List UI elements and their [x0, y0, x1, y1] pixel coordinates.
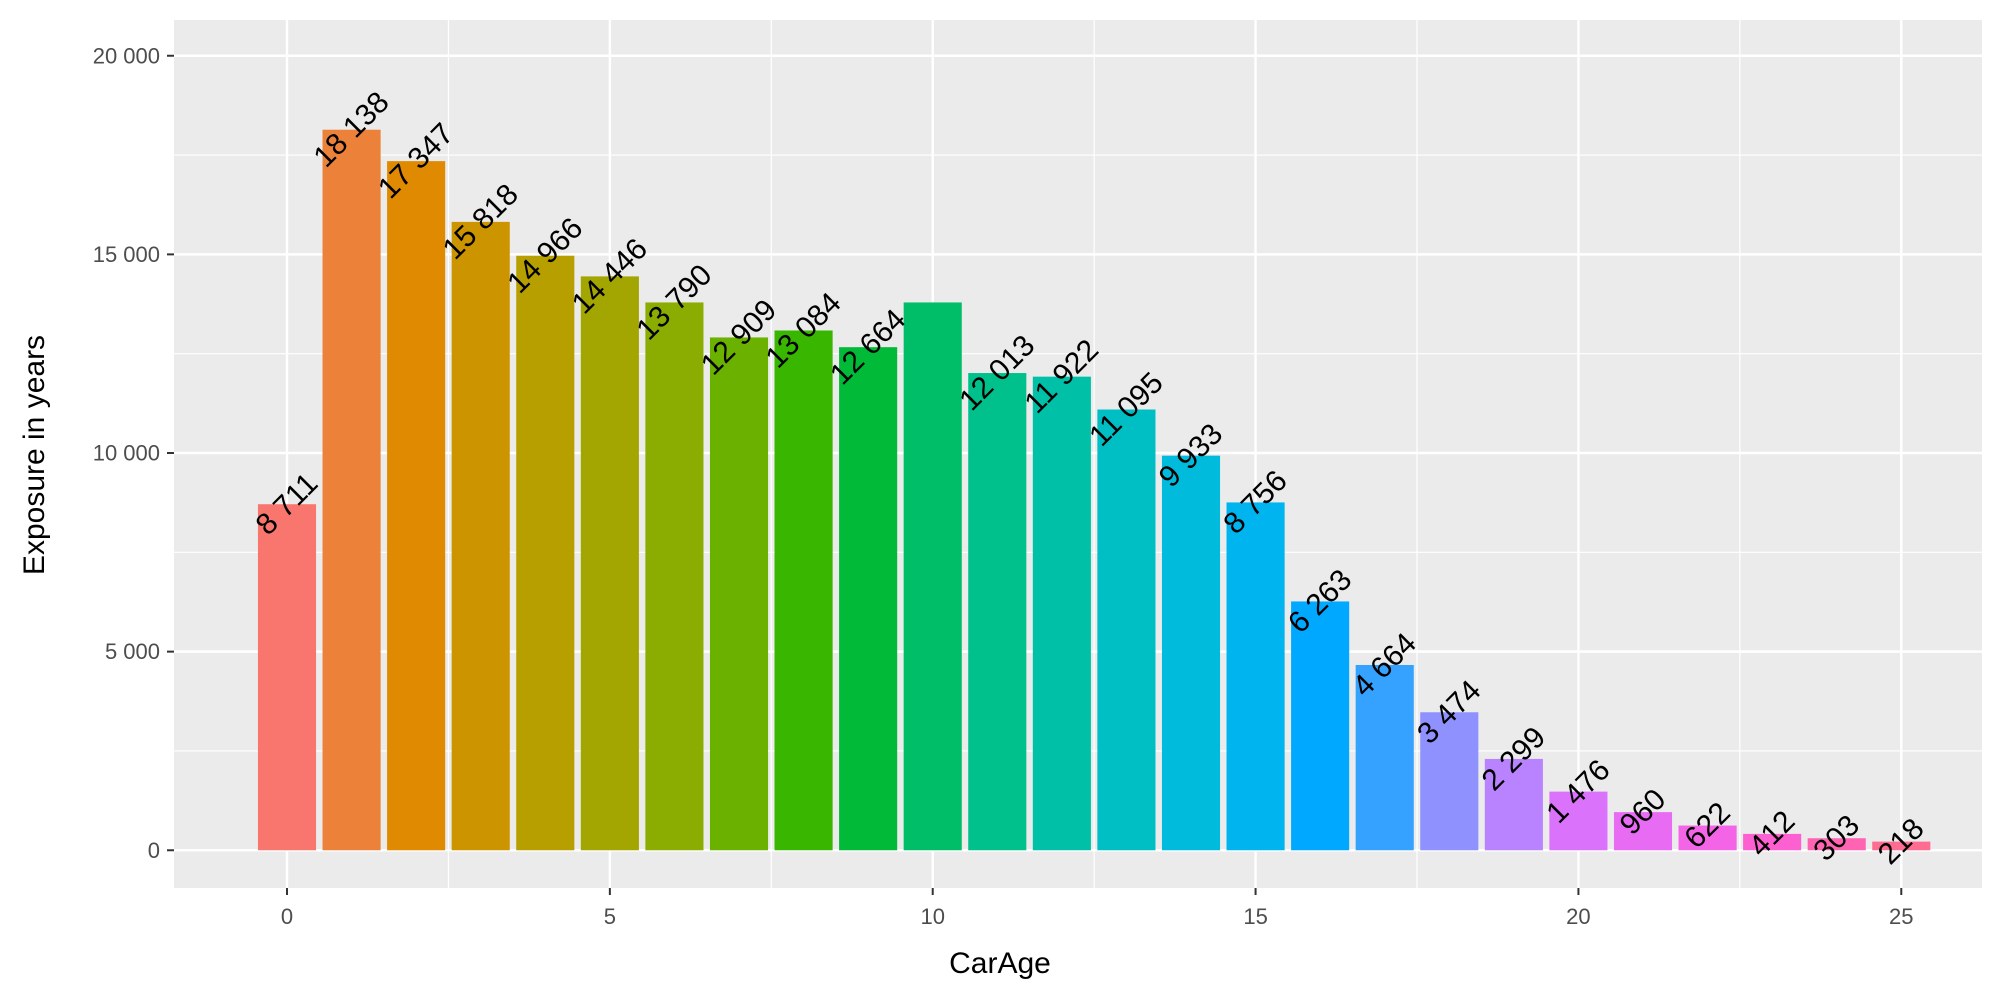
bar-2 [387, 161, 446, 851]
bar-0 [257, 504, 317, 851]
y-tick-label: 0 [148, 838, 160, 863]
x-tick-label: 15 [1243, 904, 1267, 929]
bar-20 [1549, 791, 1608, 851]
x-tick-label: 25 [1889, 904, 1913, 929]
bar-16 [1291, 601, 1350, 851]
y-tick-label: 10 000 [93, 441, 160, 466]
bar-19 [1484, 758, 1543, 851]
bar-17 [1355, 664, 1414, 851]
bar-10 [903, 302, 962, 851]
bar-15 [1226, 502, 1285, 851]
bar-21 [1613, 812, 1673, 851]
x-tick-label: 10 [920, 904, 944, 929]
bar-5 [580, 276, 639, 851]
bar-22 [1678, 825, 1737, 851]
y-axis-title: Exposure in years [18, 335, 51, 575]
x-tick-label: 0 [281, 904, 293, 929]
bar-3 [451, 221, 510, 851]
bar-23 [1743, 833, 1802, 851]
bar-24 [1807, 838, 1866, 851]
bar-1 [322, 129, 381, 851]
bar-6 [645, 302, 704, 851]
bar-7 [709, 337, 769, 851]
x-tick-label: 20 [1566, 904, 1590, 929]
y-tick-label: 15 000 [93, 242, 160, 267]
bar-12 [1032, 376, 1091, 851]
x-axis: 0 5 10 15 20 25 [281, 888, 1914, 929]
bar-14 [1161, 455, 1221, 851]
x-tick-label: 5 [604, 904, 616, 929]
bar-4 [516, 255, 575, 851]
bar-8 [774, 330, 833, 851]
y-tick-label: 20 000 [93, 43, 160, 68]
x-axis-title: CarAge [949, 947, 1051, 980]
bars-group [257, 129, 1931, 851]
bar-18 [1420, 712, 1479, 851]
bar-9 [839, 347, 898, 851]
y-axis: 0 5 000 10 000 15 000 20 000 [93, 43, 174, 863]
bar-25 [1872, 841, 1931, 851]
y-tick-label: 5 000 [105, 639, 160, 664]
bar-11 [968, 373, 1027, 851]
bar-13 [1097, 409, 1156, 851]
